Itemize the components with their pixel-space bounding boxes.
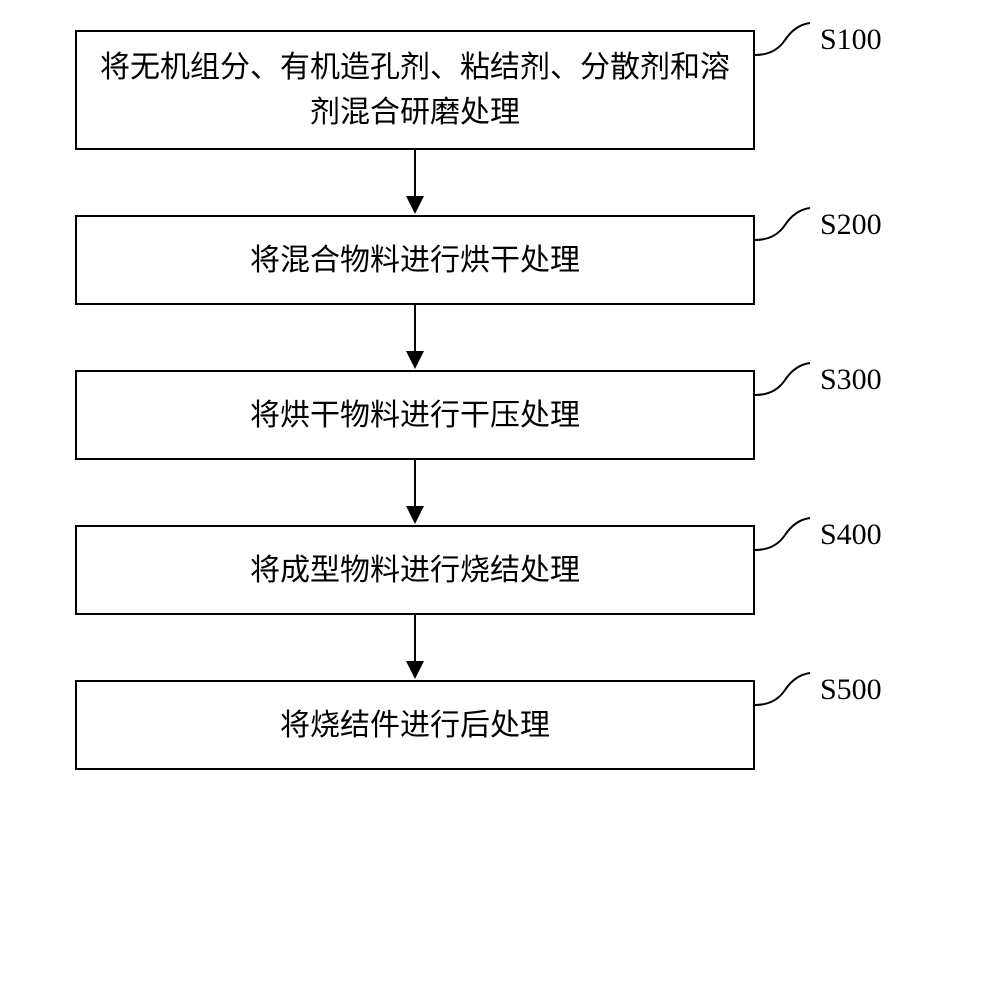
step-label: S300: [820, 363, 882, 397]
curve-connector-icon: [755, 355, 815, 405]
step-text: 将混合物料进行烘干处理: [250, 238, 580, 283]
arrow-line: [414, 615, 416, 663]
step-label: S500: [820, 673, 882, 707]
arrow-line: [414, 150, 416, 198]
step-label: S200: [820, 208, 882, 242]
step-text: 将烘干物料进行干压处理: [250, 393, 580, 438]
arrow-line: [414, 305, 416, 353]
curve-connector-icon: [755, 665, 815, 715]
curve-connector-icon: [755, 200, 815, 250]
step-box-s500: 将烧结件进行后处理: [75, 680, 755, 770]
curve-connector-icon: [755, 510, 815, 560]
arrow: [75, 305, 755, 370]
step-box-s200: 将混合物料进行烘干处理: [75, 215, 755, 305]
arrow-head-icon: [406, 661, 424, 679]
arrow: [75, 460, 755, 525]
step-box-s400: 将成型物料进行烧结处理: [75, 525, 755, 615]
step-text: 将成型物料进行烧结处理: [250, 548, 580, 593]
step-text: 将烧结件进行后处理: [280, 703, 550, 748]
step-box-s300: 将烘干物料进行干压处理: [75, 370, 755, 460]
step-label-group-s200: S200: [755, 200, 882, 250]
step-label-group-s100: S100: [755, 15, 882, 65]
step-label: S100: [820, 23, 882, 57]
arrow: [75, 615, 755, 680]
flowchart-container: 将无机组分、有机造孔剂、粘结剂、分散剂和溶剂混合研磨处理 将混合物料进行烘干处理…: [75, 30, 915, 770]
arrow-head-icon: [406, 506, 424, 524]
arrow: [75, 150, 755, 215]
arrow-line: [414, 460, 416, 508]
arrow-head-icon: [406, 196, 424, 214]
curve-connector-icon: [755, 15, 815, 65]
step-label-group-s300: S300: [755, 355, 882, 405]
step-label-group-s400: S400: [755, 510, 882, 560]
step-label-group-s500: S500: [755, 665, 882, 715]
step-text: 将无机组分、有机造孔剂、粘结剂、分散剂和溶剂混合研磨处理: [97, 45, 733, 135]
step-box-s100: 将无机组分、有机造孔剂、粘结剂、分散剂和溶剂混合研磨处理: [75, 30, 755, 150]
step-label: S400: [820, 518, 882, 552]
arrow-head-icon: [406, 351, 424, 369]
